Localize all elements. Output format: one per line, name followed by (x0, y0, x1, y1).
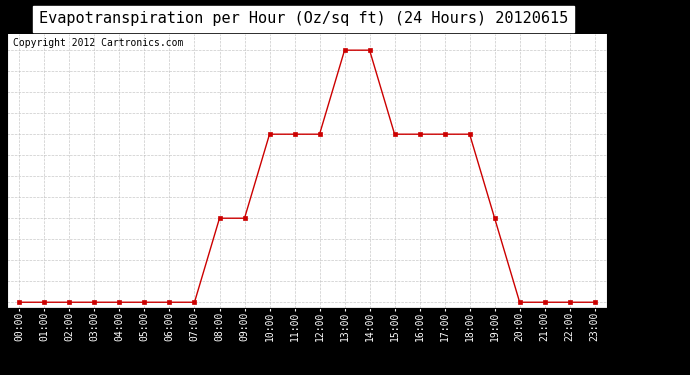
Text: Copyright 2012 Cartronics.com: Copyright 2012 Cartronics.com (13, 38, 184, 48)
Text: Evapotranspiration per Hour (Oz/sq ft) (24 Hours) 20120615: Evapotranspiration per Hour (Oz/sq ft) (… (39, 11, 569, 26)
